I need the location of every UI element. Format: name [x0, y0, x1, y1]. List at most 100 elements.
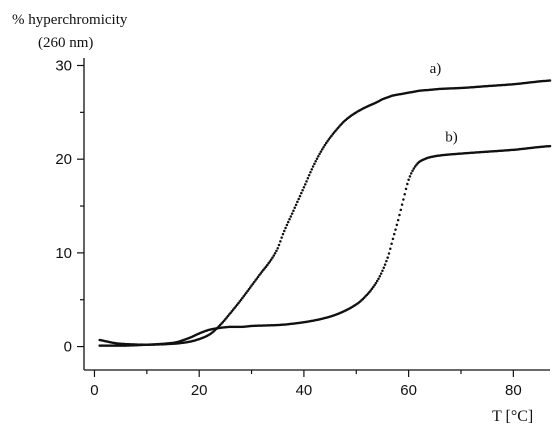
data-point — [319, 150, 323, 153]
data-point — [298, 194, 302, 198]
data-point — [305, 180, 308, 183]
series-a: a) — [98, 61, 552, 346]
y-axis-label-unit: (260 nm) — [38, 35, 94, 51]
data-point — [320, 148, 324, 151]
data-point — [301, 188, 304, 192]
data-point — [390, 242, 393, 245]
data-point — [403, 192, 406, 196]
data-point — [323, 143, 327, 147]
data-point — [268, 260, 272, 263]
x-tick-label: 60 — [400, 382, 417, 399]
data-point — [292, 209, 295, 212]
data-point — [303, 183, 307, 186]
data-point — [398, 213, 401, 217]
data-point — [314, 160, 317, 163]
data-point — [246, 289, 249, 293]
data-point — [277, 243, 281, 247]
data-point — [322, 145, 325, 149]
data-point — [391, 237, 395, 241]
x-axis-label: T [°C] — [492, 408, 534, 425]
data-point — [370, 287, 374, 291]
data-point — [302, 186, 306, 189]
data-point — [266, 263, 269, 267]
data-point — [243, 293, 247, 296]
data-point — [242, 295, 245, 298]
data-point — [317, 155, 320, 158]
data-point — [374, 281, 378, 285]
data-point — [273, 251, 277, 255]
data-point — [289, 215, 293, 218]
data-point — [396, 218, 400, 222]
series-b: b) — [98, 129, 552, 347]
data-point — [286, 220, 290, 224]
data-point — [296, 200, 299, 204]
data-point — [327, 138, 331, 141]
data-point — [369, 289, 372, 292]
data-point — [324, 141, 328, 145]
data-point — [290, 212, 294, 215]
data-point — [399, 208, 403, 212]
y-tick-label: 30 — [55, 57, 72, 74]
data-point — [392, 232, 396, 236]
data-point — [413, 165, 417, 168]
data-point — [306, 177, 310, 180]
data-point — [281, 232, 285, 236]
data-point — [409, 172, 413, 175]
data-point — [267, 262, 270, 265]
data-point — [387, 252, 391, 255]
series-layer: a) b) — [98, 61, 552, 347]
data-point — [395, 223, 399, 227]
data-point — [379, 272, 383, 275]
data-point — [372, 285, 375, 289]
data-point — [264, 265, 268, 269]
data-point — [407, 178, 410, 182]
data-point — [275, 249, 278, 253]
data-point — [272, 254, 276, 257]
data-point — [381, 269, 384, 273]
data-point — [255, 277, 259, 280]
data-point — [269, 258, 273, 261]
data-point — [300, 191, 303, 195]
data-point — [251, 282, 255, 286]
data-point — [378, 274, 382, 278]
data-point — [386, 256, 389, 259]
data-point — [307, 174, 311, 177]
data-point — [288, 218, 291, 221]
data-point — [280, 236, 283, 239]
data-point — [548, 144, 552, 148]
y-axis-label: % hyperchromicity — [12, 12, 128, 28]
data-point — [247, 287, 251, 291]
data-point — [256, 275, 260, 279]
data-point — [385, 259, 388, 263]
data-point — [276, 246, 279, 250]
data-point — [408, 175, 412, 178]
data-point — [258, 273, 261, 277]
x-tick-label: 0 — [90, 382, 98, 399]
data-point — [241, 296, 244, 300]
data-point — [400, 203, 404, 206]
data-point — [315, 157, 319, 161]
data-point — [382, 266, 386, 270]
data-point — [271, 256, 274, 259]
data-point — [239, 298, 243, 301]
data-point — [402, 198, 405, 201]
data-point — [406, 182, 409, 186]
data-point — [310, 168, 314, 171]
data-point — [250, 284, 253, 287]
data-point — [238, 300, 242, 303]
data-point — [293, 206, 296, 210]
data-point — [394, 228, 397, 231]
data-point — [313, 162, 316, 166]
x-tick-label: 80 — [505, 382, 522, 399]
data-point — [411, 169, 414, 173]
y-tick-label: 0 — [64, 339, 72, 356]
data-point — [383, 263, 387, 266]
data-point — [309, 171, 312, 174]
data-point — [311, 165, 315, 168]
y-tick-label: 20 — [55, 151, 72, 168]
data-point — [248, 286, 252, 289]
data-point — [285, 223, 289, 227]
data-point — [279, 240, 282, 243]
data-point — [375, 279, 379, 283]
data-point — [373, 283, 376, 287]
